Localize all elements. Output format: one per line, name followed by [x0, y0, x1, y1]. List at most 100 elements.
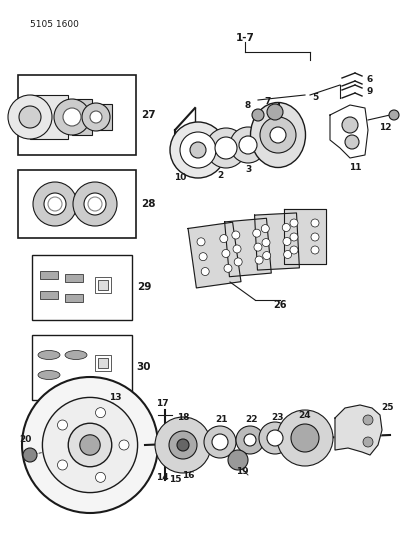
- Circle shape: [363, 437, 373, 447]
- Text: 24: 24: [299, 410, 311, 419]
- Circle shape: [389, 110, 399, 120]
- Circle shape: [283, 238, 291, 246]
- Text: 5105 1600: 5105 1600: [30, 20, 79, 29]
- Circle shape: [290, 219, 298, 227]
- Text: 13: 13: [109, 393, 121, 402]
- Circle shape: [23, 448, 37, 462]
- Text: 2: 2: [217, 171, 223, 180]
- Text: 25: 25: [382, 403, 394, 413]
- Circle shape: [90, 111, 102, 123]
- Text: 29: 29: [137, 282, 151, 292]
- Circle shape: [253, 229, 261, 237]
- Circle shape: [233, 245, 241, 253]
- Circle shape: [206, 128, 246, 168]
- Circle shape: [68, 423, 112, 467]
- Circle shape: [190, 142, 206, 158]
- Circle shape: [215, 137, 237, 159]
- Bar: [65, 294, 83, 302]
- Text: 10: 10: [174, 174, 186, 182]
- Bar: [32, 255, 132, 320]
- Circle shape: [199, 253, 207, 261]
- Bar: [98, 280, 108, 290]
- Ellipse shape: [251, 102, 306, 167]
- Circle shape: [263, 252, 271, 260]
- Circle shape: [311, 246, 319, 254]
- Circle shape: [291, 424, 319, 452]
- Bar: [98, 358, 108, 368]
- Text: 8: 8: [245, 101, 251, 109]
- Bar: [40, 291, 58, 299]
- Circle shape: [170, 122, 226, 178]
- Circle shape: [88, 197, 102, 211]
- Circle shape: [259, 422, 291, 454]
- Circle shape: [84, 193, 106, 215]
- Circle shape: [311, 219, 319, 227]
- Text: 9: 9: [367, 87, 373, 96]
- Circle shape: [58, 460, 67, 470]
- Circle shape: [80, 435, 100, 455]
- Circle shape: [119, 440, 129, 450]
- Text: 7: 7: [265, 98, 271, 107]
- Text: 26: 26: [273, 300, 287, 310]
- Text: 11: 11: [349, 163, 361, 172]
- Circle shape: [284, 251, 292, 259]
- Polygon shape: [255, 213, 299, 270]
- Text: 15: 15: [169, 475, 181, 484]
- Text: 30: 30: [137, 362, 151, 372]
- Circle shape: [290, 246, 298, 254]
- Text: 4: 4: [275, 103, 281, 112]
- Circle shape: [82, 103, 110, 131]
- Circle shape: [254, 243, 262, 251]
- Circle shape: [239, 136, 257, 154]
- Ellipse shape: [38, 370, 60, 379]
- Circle shape: [63, 108, 81, 126]
- Circle shape: [232, 231, 240, 239]
- Text: 23: 23: [272, 414, 284, 423]
- Circle shape: [262, 239, 270, 247]
- Bar: [30, 95, 68, 139]
- Circle shape: [261, 224, 269, 232]
- Circle shape: [244, 434, 256, 446]
- Circle shape: [42, 398, 137, 492]
- Circle shape: [33, 182, 77, 226]
- Circle shape: [95, 408, 106, 418]
- Circle shape: [201, 268, 209, 276]
- Circle shape: [169, 431, 197, 459]
- Circle shape: [48, 197, 62, 211]
- Bar: [40, 271, 58, 279]
- Circle shape: [236, 426, 264, 454]
- Circle shape: [282, 223, 290, 231]
- Bar: [32, 335, 132, 400]
- Circle shape: [58, 420, 67, 430]
- Bar: [65, 274, 83, 282]
- Circle shape: [212, 434, 228, 450]
- Circle shape: [224, 264, 232, 272]
- Circle shape: [267, 104, 283, 120]
- Circle shape: [363, 415, 373, 425]
- Text: 19: 19: [236, 467, 248, 477]
- Text: 20: 20: [19, 435, 31, 445]
- Text: 3: 3: [245, 166, 251, 174]
- Circle shape: [95, 472, 106, 482]
- Circle shape: [228, 450, 248, 470]
- Circle shape: [230, 127, 266, 163]
- Circle shape: [204, 426, 236, 458]
- Circle shape: [277, 410, 333, 466]
- Ellipse shape: [38, 351, 60, 359]
- Text: 27: 27: [141, 110, 155, 120]
- Circle shape: [270, 127, 286, 143]
- Bar: [18, 75, 136, 155]
- Circle shape: [73, 182, 117, 226]
- Bar: [95, 277, 111, 293]
- Polygon shape: [284, 209, 326, 264]
- Circle shape: [180, 132, 216, 168]
- Circle shape: [222, 249, 230, 257]
- Text: 16: 16: [182, 471, 194, 480]
- Text: 21: 21: [216, 416, 228, 424]
- Circle shape: [342, 117, 358, 133]
- Bar: [72, 99, 92, 135]
- Text: 1-7: 1-7: [235, 33, 255, 43]
- Circle shape: [345, 135, 359, 149]
- Circle shape: [19, 106, 41, 128]
- Circle shape: [290, 233, 298, 241]
